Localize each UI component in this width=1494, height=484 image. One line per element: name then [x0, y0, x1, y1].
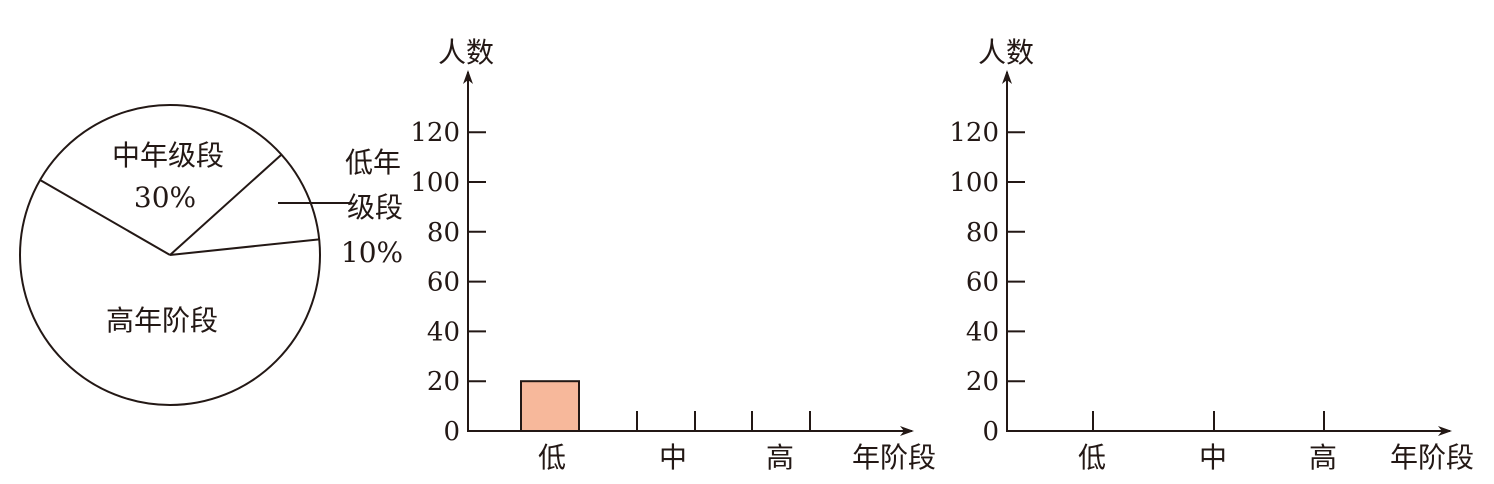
pie-slice-boundary [169, 153, 283, 256]
bar [520, 380, 580, 433]
pie-chart: 中年级段 30% 低年 级段 10% 高年阶段 [19, 104, 403, 406]
x-ticks: 低中高 [538, 411, 811, 474]
y-axis-title: 人数 [438, 36, 494, 69]
x-axis-title: 年阶段 [852, 441, 936, 474]
y-tick-label: 80 [966, 218, 999, 248]
pie-label-low-line2: 级段 [347, 191, 403, 224]
y-ticks: 0 20 40 60 80 100 120 [949, 118, 1025, 447]
y-tick-label: 20 [966, 367, 999, 397]
x-category-label: 低 [538, 441, 566, 474]
y-tick-label: 40 [427, 317, 460, 347]
y-tick-label: 40 [966, 317, 999, 347]
bar-chart-1: 0 20 40 60 80 100 120 低 中 高 人数 年阶段 [410, 36, 936, 474]
x-axis-title: 年阶段 [1390, 441, 1474, 474]
y-tick-label: 100 [949, 168, 999, 198]
y-axis-title: 人数 [978, 36, 1034, 69]
y-tick-label: 0 [443, 417, 460, 447]
x-category-label: 中 [659, 441, 687, 474]
y-tick-label: 100 [410, 168, 460, 198]
y-tick-label: 20 [427, 367, 460, 397]
x-category-label: 高 [1309, 441, 1337, 474]
pie-label-high: 高年阶段 [106, 304, 218, 337]
y-tick-label: 80 [427, 218, 460, 248]
y-ticks: 0 20 40 60 80 100 120 [410, 118, 486, 447]
bars [520, 380, 580, 433]
x-category-label: 低 [1078, 441, 1106, 474]
pie-label-middle: 中年级段 [112, 139, 224, 172]
y-tick-label: 120 [410, 118, 460, 148]
pie-slice-lines [39, 153, 320, 256]
pie-slice-boundary [169, 238, 320, 256]
y-tick-label: 0 [982, 417, 999, 447]
y-tick-label: 120 [949, 118, 999, 148]
y-tick-label: 60 [427, 268, 460, 298]
bar-chart-2: 0 20 40 60 80 100 120 低 中 高 人数 年阶段 [949, 36, 1474, 474]
x-category-label: 中 [1199, 441, 1227, 474]
x-category-label: 高 [766, 441, 794, 474]
y-tick-label: 60 [966, 268, 999, 298]
x-ticks: 低中高 [1078, 411, 1337, 474]
pie-slice-boundary [39, 179, 171, 256]
pie-value-middle: 30% [134, 181, 196, 214]
pie-label-low-line1: 低年 [345, 146, 401, 179]
pie-value-low: 10% [341, 236, 403, 269]
